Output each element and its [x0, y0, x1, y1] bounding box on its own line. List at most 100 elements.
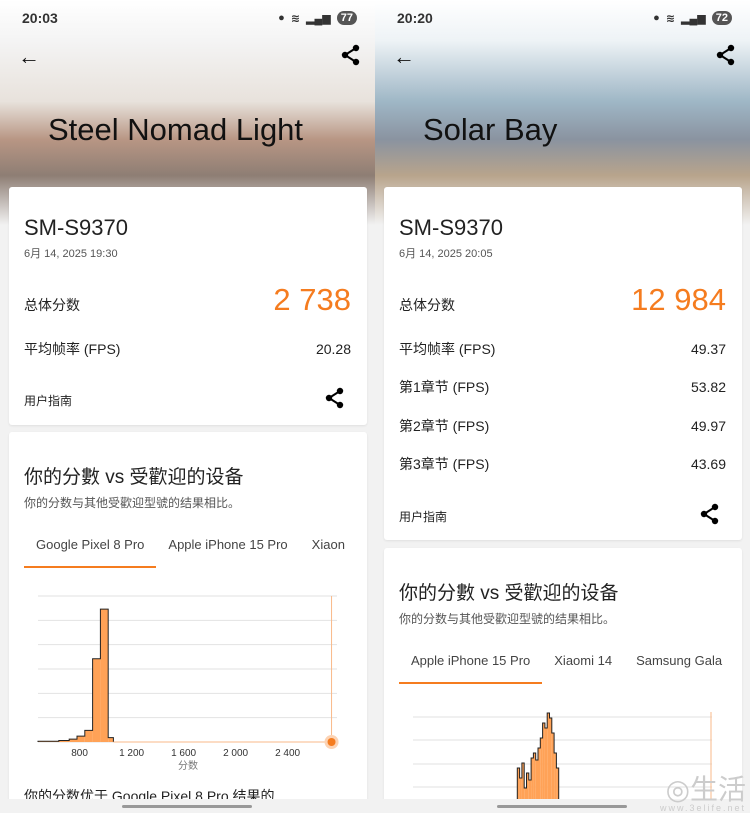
- histogram-bar: [526, 773, 529, 808]
- comparison-card: 你的分數 vs 受歡迎的设备 你的分数与其他受歡迎型號的结果相比。 Apple …: [384, 548, 742, 813]
- comparison-subtitle: 你的分数与其他受歡迎型號的结果相比。: [399, 612, 616, 626]
- label: 平均帧率 (FPS): [24, 341, 121, 357]
- time: 20:03: [22, 10, 58, 26]
- histogram-bar: [533, 753, 536, 808]
- histogram-bar: [547, 713, 550, 808]
- x-tick-label: 2 400: [275, 748, 300, 759]
- device-tabs: Apple iPhone 15 Pro Xiaomi 14 Samsung Ga…: [399, 653, 729, 684]
- battery: 77: [336, 11, 357, 25]
- histogram-bar: [108, 737, 114, 742]
- user-guide-link[interactable]: 用户指南: [24, 394, 73, 408]
- histogram-bar: [556, 768, 559, 808]
- metric-row: 第3章节 (FPS) 43.69: [399, 454, 726, 474]
- your-score-marker: [327, 738, 336, 746]
- home-handle[interactable]: [122, 805, 252, 808]
- histogram-bar: [100, 609, 109, 742]
- device-name: SM-S9370: [24, 215, 128, 240]
- tab-xiaomi-14[interactable]: Xiaomi 14: [554, 653, 613, 668]
- x-tick-label: 800: [71, 748, 88, 759]
- test-date: 6月 14, 2025 19:30: [24, 248, 118, 260]
- histogram-bar: [92, 658, 101, 742]
- label: 第3章节 (FPS): [399, 456, 490, 472]
- comparison-subtitle: 你的分数与其他受歡迎型號的结果相比。: [24, 496, 241, 510]
- histogram-bar: [549, 718, 552, 808]
- score-histogram: 800 1 200 1 600 2 000 2 400 分数: [37, 595, 339, 772]
- watermark-logo: ◎生活 www.3elife.net: [659, 774, 746, 813]
- tab-apple-iphone-15-pro[interactable]: Apple iPhone 15 Pro: [168, 537, 288, 552]
- histogram-bar: [69, 739, 77, 742]
- histogram-bar: [58, 740, 70, 742]
- histogram-bar: [544, 728, 548, 808]
- test-date: 6月 14, 2025 20:05: [399, 248, 493, 260]
- value: 49.97: [690, 418, 726, 434]
- tab-google-pixel-8-pro[interactable]: Google Pixel 8 Pro: [24, 537, 157, 568]
- signal-icon: ▂▄▆: [681, 12, 706, 25]
- nav-bar: [375, 799, 750, 813]
- benchmark-title: Solar Bay: [423, 112, 558, 147]
- share-icon[interactable]: [700, 503, 720, 525]
- device-tabs: Google Pixel 8 Pro Apple iPhone 15 Pro X…: [24, 537, 354, 568]
- value: 20.28: [315, 341, 351, 357]
- label: 第2章节 (FPS): [399, 418, 490, 434]
- share-icon[interactable]: [716, 44, 736, 66]
- histogram-bar: [521, 763, 525, 808]
- label: 平均帧率 (FPS): [399, 341, 496, 357]
- label: 总体分数: [24, 297, 80, 313]
- total-score-row: 总体分数 2 738: [24, 282, 351, 318]
- tab-samsung-galaxy[interactable]: Samsung Gala: [636, 653, 723, 668]
- metric-row: 第1章节 (FPS) 53.82: [399, 377, 726, 397]
- x-tick-label: 1 200: [119, 748, 144, 759]
- share-icon[interactable]: [325, 387, 345, 409]
- x-tick-label: 1 600: [171, 748, 196, 759]
- score-histogram: [413, 712, 712, 808]
- histogram-bar: [531, 758, 534, 808]
- phone-left: 20:03 ● ≋ ▂▄▆ 77 ← Steel Nomad Light SM-S937…: [0, 0, 375, 813]
- value: 43.69: [690, 456, 726, 472]
- histogram-bar: [542, 723, 545, 808]
- x-tick-label: 2 000: [223, 748, 248, 759]
- result-card: SM-S9370 6月 14, 2025 20:05 总体分数 12 984 平均…: [384, 187, 742, 540]
- histogram-outline: [515, 712, 560, 808]
- back-arrow-icon[interactable]: ←: [18, 44, 40, 69]
- histogram-bar: [554, 753, 557, 808]
- tab-xiaomi[interactable]: Xiaon: [311, 537, 345, 552]
- phone-right: 20:20 ● ≋ ▂▄▆ 72 ← Solar Bay SM-S9370 6月 14,…: [375, 0, 750, 813]
- wifi-icon: ≋: [665, 12, 676, 25]
- battery: 72: [711, 11, 732, 25]
- histogram-bar: [535, 760, 538, 808]
- device-name: SM-S9370: [399, 215, 503, 240]
- histogram-outline: [37, 608, 114, 742]
- status-bar: 20:20 ● ≋ ▂▄▆ 72: [397, 10, 732, 26]
- total-score: 12 984: [631, 282, 726, 317]
- value: 53.82: [690, 379, 726, 395]
- result-card: SM-S9370 6月 14, 2025 19:30 总体分数 2 738 平均帧…: [9, 187, 367, 425]
- tab-apple-iphone-15-pro[interactable]: Apple iPhone 15 Pro: [399, 653, 543, 684]
- total-score: 2 738: [273, 282, 351, 317]
- user-guide-link[interactable]: 用户指南: [399, 510, 448, 524]
- home-handle[interactable]: [497, 805, 627, 808]
- wifi-icon: ≋: [290, 12, 301, 25]
- label: 第1章节 (FPS): [399, 379, 490, 395]
- histogram-bar: [551, 733, 555, 808]
- histogram-bar: [517, 768, 520, 808]
- status-bar: 20:03 ● ≋ ▂▄▆ 77: [22, 10, 357, 26]
- nav-bar: [0, 799, 375, 813]
- share-icon[interactable]: [341, 44, 361, 66]
- value: 49.37: [690, 341, 726, 357]
- metric-row: 平均帧率 (FPS) 49.37: [399, 339, 726, 359]
- metric-row: 平均帧率 (FPS) 20.28: [24, 339, 351, 359]
- x-axis-label: 分数: [178, 759, 198, 772]
- comparison-card: 你的分數 vs 受歡迎的设备 你的分数与其他受歡迎型號的结果相比。 Google…: [9, 432, 367, 813]
- signal-icon: ▂▄▆: [306, 12, 331, 25]
- label: 总体分数: [399, 297, 455, 313]
- location-icon: ●: [653, 12, 660, 24]
- histogram-bar: [77, 736, 85, 742]
- location-icon: ●: [278, 12, 285, 24]
- metric-row: 第2章节 (FPS) 49.97: [399, 416, 726, 436]
- histogram-bar: [519, 778, 522, 808]
- histogram-bar: [538, 748, 541, 808]
- comparison-title: 你的分數 vs 受歡迎的设备: [24, 467, 244, 488]
- benchmark-title: Steel Nomad Light: [48, 112, 304, 147]
- comparison-title: 你的分數 vs 受歡迎的设备: [399, 583, 619, 604]
- back-arrow-icon[interactable]: ←: [393, 44, 415, 69]
